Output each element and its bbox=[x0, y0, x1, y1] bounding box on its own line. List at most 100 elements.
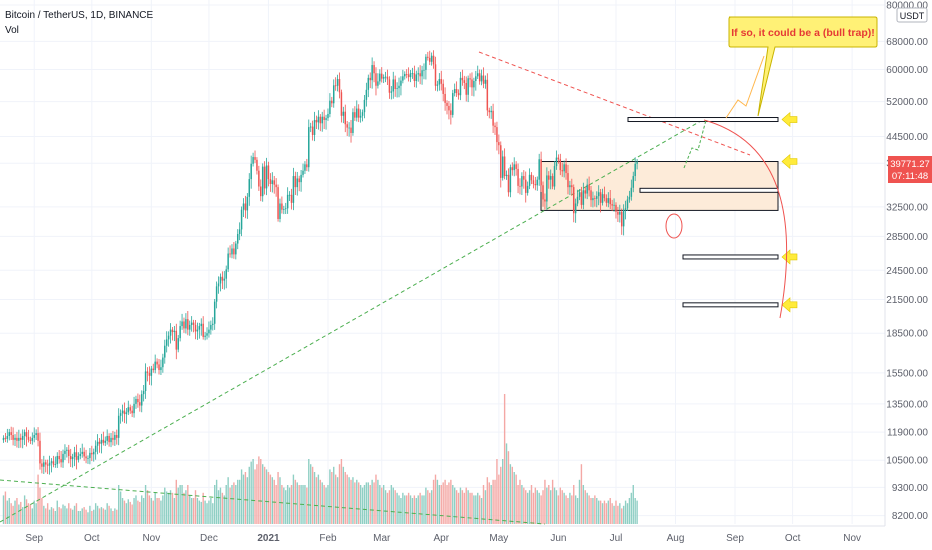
volume-bar bbox=[73, 505, 76, 524]
inner-level-box bbox=[639, 187, 779, 193]
volume-bar bbox=[502, 459, 504, 524]
candle-body bbox=[423, 69, 425, 71]
candle-body bbox=[388, 79, 391, 93]
candle-countdown: 07:11:48 bbox=[892, 171, 928, 182]
volume-bar bbox=[350, 479, 352, 524]
candle-body bbox=[636, 161, 638, 164]
candle-body bbox=[85, 456, 87, 459]
volume-bar bbox=[4, 491, 7, 524]
volume-bar bbox=[252, 459, 254, 524]
volume-bar bbox=[432, 479, 435, 524]
candle-body bbox=[260, 186, 262, 197]
volume-bar bbox=[229, 487, 231, 524]
volume-bar bbox=[430, 490, 433, 524]
volume-bar bbox=[246, 477, 249, 524]
volume-bar bbox=[16, 498, 18, 524]
volume-bar bbox=[463, 492, 465, 524]
candle-body bbox=[515, 164, 517, 169]
volume-bar bbox=[573, 485, 575, 524]
candle-body bbox=[242, 203, 245, 210]
currency-badge[interactable] bbox=[896, 7, 928, 23]
volume-bar bbox=[27, 503, 30, 524]
candle-body bbox=[114, 435, 116, 440]
candle-body bbox=[56, 455, 59, 465]
volume-bar bbox=[336, 477, 339, 524]
candles bbox=[2, 50, 638, 475]
volume-bar bbox=[23, 495, 26, 524]
rising-trendline bbox=[0, 117, 707, 523]
volume-bar bbox=[141, 495, 143, 524]
candle-body bbox=[417, 73, 419, 75]
candle-body bbox=[183, 321, 185, 329]
candle-body bbox=[277, 187, 279, 219]
time-axis[interactable]: Sep Oct Nov Dec 2021 Feb Mar Apr May Jun Jul Aug Sep… bbox=[25, 533, 861, 544]
candle-body bbox=[375, 73, 377, 86]
candle-body bbox=[528, 174, 531, 186]
candle-body bbox=[296, 178, 299, 188]
candle-body bbox=[123, 410, 126, 415]
volume-bar bbox=[402, 492, 404, 524]
volume-bar bbox=[373, 482, 375, 524]
candle-body bbox=[505, 174, 508, 177]
price-axis[interactable]: 80000.00 68000.00 60000.00 52000.00 44500.00… bbox=[886, 1, 928, 523]
candle-body bbox=[344, 111, 347, 125]
volume-bar bbox=[194, 490, 197, 524]
candle-body bbox=[171, 329, 174, 333]
volume-bar bbox=[87, 512, 89, 524]
volume-bar bbox=[592, 498, 594, 524]
last-price-label bbox=[888, 156, 932, 183]
volume-bar bbox=[77, 511, 80, 524]
candle-body bbox=[200, 323, 203, 327]
volume-bar bbox=[329, 469, 331, 524]
candle-body bbox=[319, 116, 322, 124]
candle-body bbox=[367, 77, 370, 90]
volume-bar bbox=[183, 492, 185, 524]
volume-bar bbox=[509, 464, 512, 524]
candle-body bbox=[434, 64, 437, 86]
volume-bar bbox=[352, 477, 354, 524]
time-tick-label: Aug bbox=[667, 533, 685, 544]
volume-bar bbox=[298, 485, 300, 524]
price-tick-label: 44500.00 bbox=[886, 132, 928, 143]
candle-body bbox=[438, 79, 441, 85]
candle-body bbox=[626, 199, 629, 209]
candle-body bbox=[327, 113, 329, 119]
candle-body bbox=[190, 322, 193, 325]
candle-body bbox=[119, 413, 122, 416]
candle-body bbox=[407, 74, 410, 78]
volume-bar bbox=[66, 508, 68, 524]
candle-body bbox=[58, 455, 60, 460]
candle-body bbox=[484, 79, 487, 84]
candle-body bbox=[384, 76, 387, 78]
volume-bar bbox=[477, 492, 479, 524]
candle-body bbox=[380, 73, 383, 79]
volume-bar bbox=[596, 498, 598, 524]
volume-bar bbox=[544, 479, 546, 524]
volume-bar bbox=[269, 474, 272, 524]
volume-bar bbox=[371, 479, 373, 524]
candle-body bbox=[139, 402, 141, 406]
time-tick-label: Feb bbox=[319, 533, 337, 544]
volume-bar bbox=[375, 474, 377, 524]
candle-body bbox=[106, 435, 108, 441]
volume-bar bbox=[129, 501, 131, 524]
candle-body bbox=[273, 180, 275, 185]
volume-bar bbox=[265, 469, 268, 524]
volume-bar bbox=[526, 492, 529, 524]
volume-bar bbox=[492, 479, 494, 524]
candle-body bbox=[258, 170, 260, 187]
volume-bar bbox=[294, 479, 297, 524]
candle-body bbox=[413, 73, 416, 81]
candle-body bbox=[71, 457, 74, 460]
candle-body bbox=[492, 110, 494, 126]
candle-body bbox=[453, 88, 456, 94]
volume-bar bbox=[254, 469, 256, 524]
volume-bar bbox=[532, 492, 535, 524]
volume-bar bbox=[455, 490, 458, 524]
volume-bar bbox=[427, 490, 429, 524]
candle-body bbox=[356, 108, 358, 118]
candle-body bbox=[446, 102, 448, 106]
candle-body bbox=[513, 164, 515, 171]
volume-bar bbox=[187, 485, 189, 524]
